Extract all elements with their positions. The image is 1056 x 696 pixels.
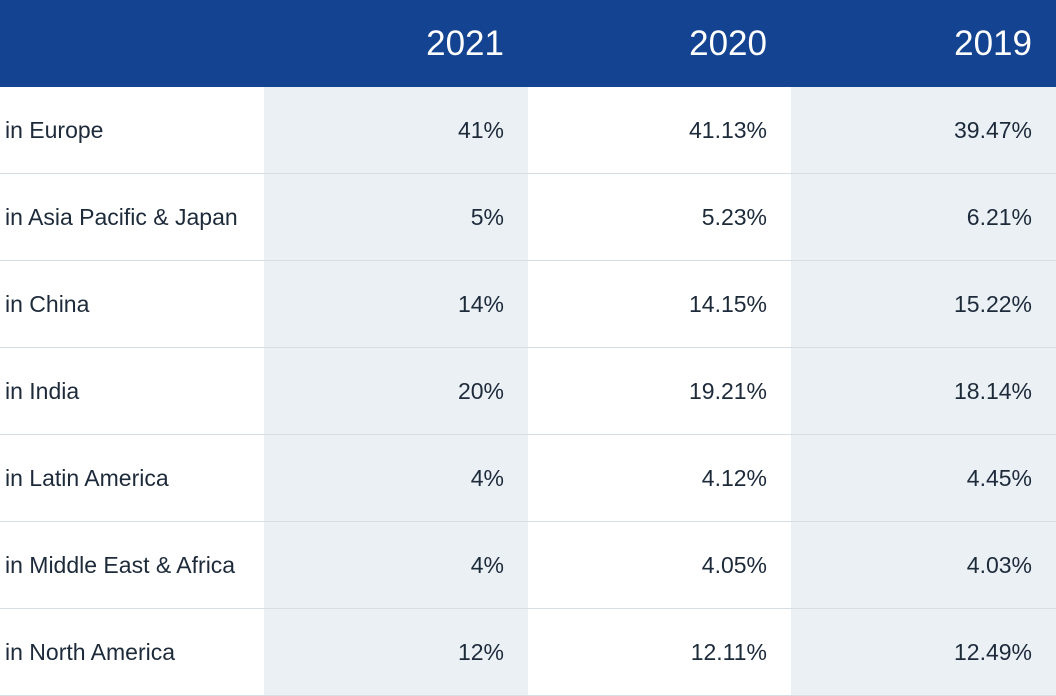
cell-2021: 12%	[264, 609, 528, 696]
cell-2020: 12.11%	[528, 609, 791, 696]
header-empty-cell	[0, 0, 264, 87]
cell-2021: 14%	[264, 261, 528, 348]
cell-2019: 4.03%	[791, 522, 1056, 609]
cell-2019: 6.21%	[791, 174, 1056, 261]
row-label: in North America	[0, 609, 264, 696]
cell-2021: 4%	[264, 522, 528, 609]
row-label: in Middle East & Africa	[0, 522, 264, 609]
cell-2020: 41.13%	[528, 87, 791, 174]
cell-2019: 12.49%	[791, 609, 1056, 696]
column-header-2019: 2019	[791, 0, 1056, 87]
cell-2021: 20%	[264, 348, 528, 435]
column-header-2020: 2020	[528, 0, 791, 87]
cell-2020: 14.15%	[528, 261, 791, 348]
row-label: in Asia Pacific & Japan	[0, 174, 264, 261]
cell-2019: 39.47%	[791, 87, 1056, 174]
cell-2021: 5%	[264, 174, 528, 261]
cell-2019: 18.14%	[791, 348, 1056, 435]
cell-2021: 4%	[264, 435, 528, 522]
row-label: in India	[0, 348, 264, 435]
cell-2020: 4.12%	[528, 435, 791, 522]
cell-2019: 15.22%	[791, 261, 1056, 348]
row-label: in Europe	[0, 87, 264, 174]
row-label: in Latin America	[0, 435, 264, 522]
row-label: in China	[0, 261, 264, 348]
cell-2021: 41%	[264, 87, 528, 174]
cell-2020: 4.05%	[528, 522, 791, 609]
column-header-2021: 2021	[264, 0, 528, 87]
cell-2020: 5.23%	[528, 174, 791, 261]
cell-2020: 19.21%	[528, 348, 791, 435]
cell-2019: 4.45%	[791, 435, 1056, 522]
